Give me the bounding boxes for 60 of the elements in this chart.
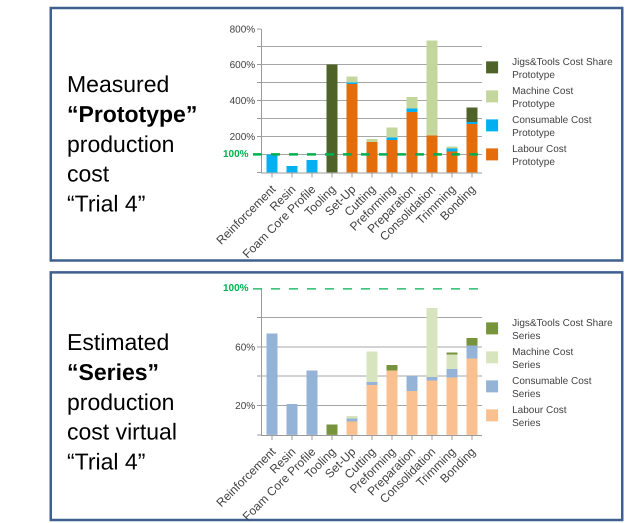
bar [406,96,418,108]
bar [426,308,438,377]
bar [386,365,398,370]
bar [426,380,438,435]
bar [366,142,378,172]
bar [446,146,458,149]
bar [386,370,398,435]
legend-label: Consumable Cost Prototype [512,114,592,139]
y-tick-label: 200% [230,132,256,143]
bar [346,422,358,435]
y-tick-label: 400% [230,96,256,108]
legend-label: Labour Cost Prototype [512,144,567,168]
bar [466,123,478,172]
bar [466,338,478,346]
legend-label: Jigs&Tools Cost Share Prototype [512,56,614,81]
y-tick-label: 20% [235,401,256,412]
bar [306,160,318,172]
bar [406,108,418,112]
text: Estimated “Series” production cost virtual “Trial 4” [67,329,177,475]
bar [466,108,478,122]
bar [346,418,358,422]
legend-label: Consumable Cost Series [512,376,592,400]
bar [346,76,358,83]
bar [386,138,398,172]
bar [426,376,438,381]
text: Measured “Prototype” production cost “Trial 4” [67,71,198,217]
legend-label: Jigs&Tools Cost Share Series [512,318,614,342]
bar [446,148,458,152]
bar [466,358,478,435]
y-tick-label: 600% [230,60,256,72]
bar [406,376,418,391]
bar [266,334,278,435]
bar [466,345,478,359]
bar [366,385,378,435]
bar [446,152,458,172]
ref-line-label: 100% [223,283,249,294]
bar [426,136,438,172]
bar [286,166,298,172]
legend-label: Machine Cost Series [512,346,574,371]
bar [346,84,358,172]
bar [366,351,378,382]
bar [266,154,278,172]
bar [386,127,398,138]
ref-line-label: 100% [223,149,249,160]
legend-label: Machine Cost Prototype [512,86,574,110]
y-tick-label: 60% [235,342,256,354]
bar [406,112,418,172]
legend-label: Labour Cost Series [512,404,567,429]
bar [446,368,458,378]
y-tick-label: 800% [230,24,256,36]
bar [366,138,378,142]
bar [286,404,298,435]
bar [326,424,338,435]
bar [306,370,318,435]
bar [426,40,438,136]
bar [446,378,458,435]
bar [326,64,338,172]
bar [446,354,458,369]
bar [366,382,378,386]
bar [406,390,418,435]
